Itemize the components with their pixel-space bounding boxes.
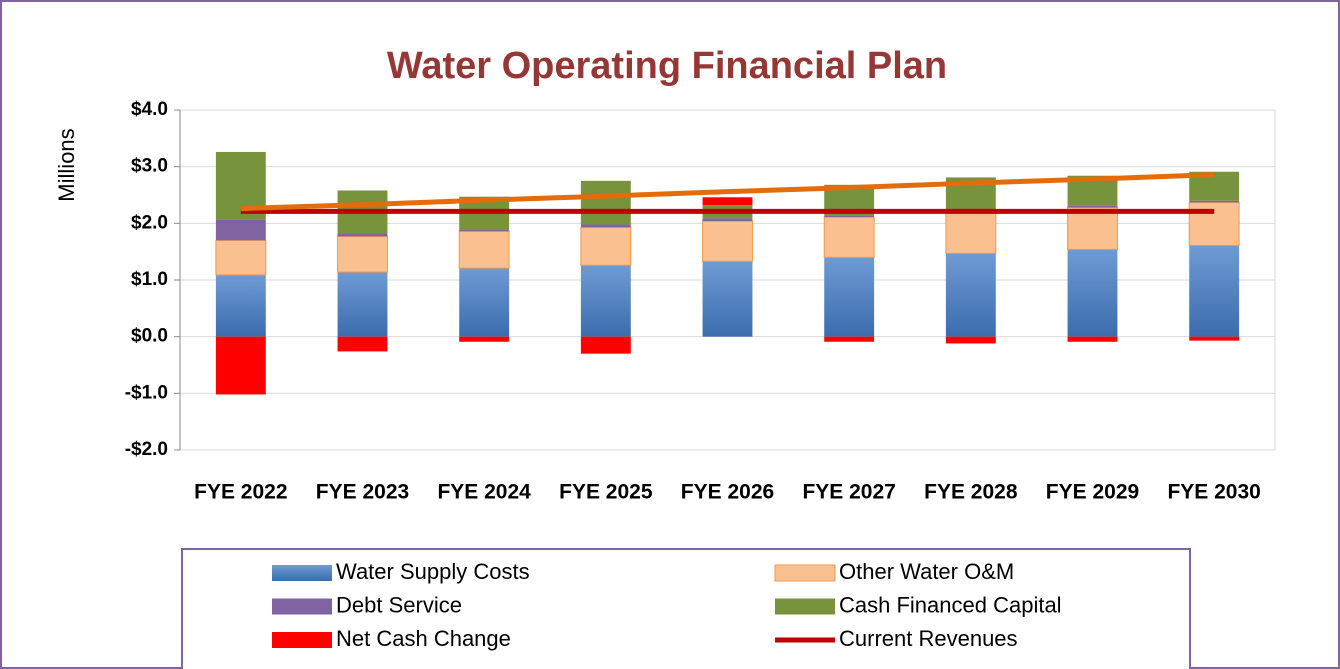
bar	[702, 220, 753, 262]
bar	[1189, 200, 1240, 203]
x-tick-label: FYE 2027	[802, 481, 895, 504]
bar	[580, 180, 631, 225]
bar	[1067, 206, 1118, 250]
legend-label: Current Revenues	[839, 626, 1018, 651]
legend-label: Water Supply Costs	[336, 559, 530, 584]
bar	[702, 197, 753, 206]
bar	[337, 233, 388, 237]
bar	[1189, 245, 1240, 337]
legend-label: Debt Service	[336, 592, 462, 617]
legend-label: Cash Financed Capital	[839, 592, 1062, 617]
bar	[1189, 336, 1240, 341]
bar	[1067, 205, 1118, 208]
x-tick-label: FYE 2028	[924, 481, 1018, 504]
y-tick-label: $2.0	[131, 212, 168, 233]
bar	[1188, 201, 1240, 246]
bar	[458, 230, 510, 269]
bar	[702, 218, 753, 222]
legend-swatch	[272, 598, 332, 615]
x-tick-label: FYE 2026	[681, 481, 774, 504]
x-tick-label: FYE 2030	[1167, 481, 1260, 504]
legend-label: Other Water O&M	[839, 559, 1014, 584]
legend-label: Net Cash Change	[336, 626, 511, 651]
bar	[215, 336, 266, 395]
legend-swatch	[774, 564, 836, 582]
bar	[945, 336, 996, 344]
x-tick-label: FYE 2022	[194, 481, 287, 504]
bar	[337, 235, 388, 273]
chart-title: Water Operating Financial Plan	[387, 45, 947, 87]
x-tick-label: FYE 2025	[559, 481, 653, 504]
bar	[215, 274, 266, 337]
bar	[580, 336, 631, 354]
bar	[459, 229, 510, 232]
y-tick-label: $1.0	[131, 269, 168, 290]
legend-swatch	[775, 598, 835, 615]
y-tick-label: -$1.0	[125, 382, 168, 403]
bar	[824, 336, 875, 342]
legend-swatch	[272, 632, 332, 648]
bar	[459, 336, 510, 342]
bar	[823, 216, 875, 258]
legend-box	[181, 548, 1191, 669]
x-tick-label: FYE 2023	[316, 481, 409, 504]
y-tick-label: $4.0	[131, 99, 168, 120]
bar	[1067, 249, 1118, 337]
y-axis-label: Millions	[54, 128, 79, 201]
bar	[702, 261, 753, 337]
bar	[824, 257, 875, 337]
legend-swatch	[272, 565, 332, 581]
bar	[459, 268, 510, 337]
bar	[580, 265, 631, 337]
bar	[337, 336, 388, 352]
line	[240, 172, 1215, 212]
bar	[337, 272, 388, 337]
bar	[1067, 336, 1118, 342]
bar	[824, 215, 875, 218]
bar	[580, 224, 631, 228]
bar	[215, 239, 267, 276]
y-tick-label: -$2.0	[125, 439, 168, 460]
x-tick-label: FYE 2024	[437, 481, 531, 504]
y-tick-label: $0.0	[131, 326, 168, 347]
bar	[945, 253, 996, 337]
y-tick-label: $3.0	[131, 156, 168, 177]
x-tick-label: FYE 2029	[1046, 481, 1139, 504]
bar	[215, 219, 266, 241]
bar	[945, 210, 997, 254]
bar	[580, 226, 632, 266]
